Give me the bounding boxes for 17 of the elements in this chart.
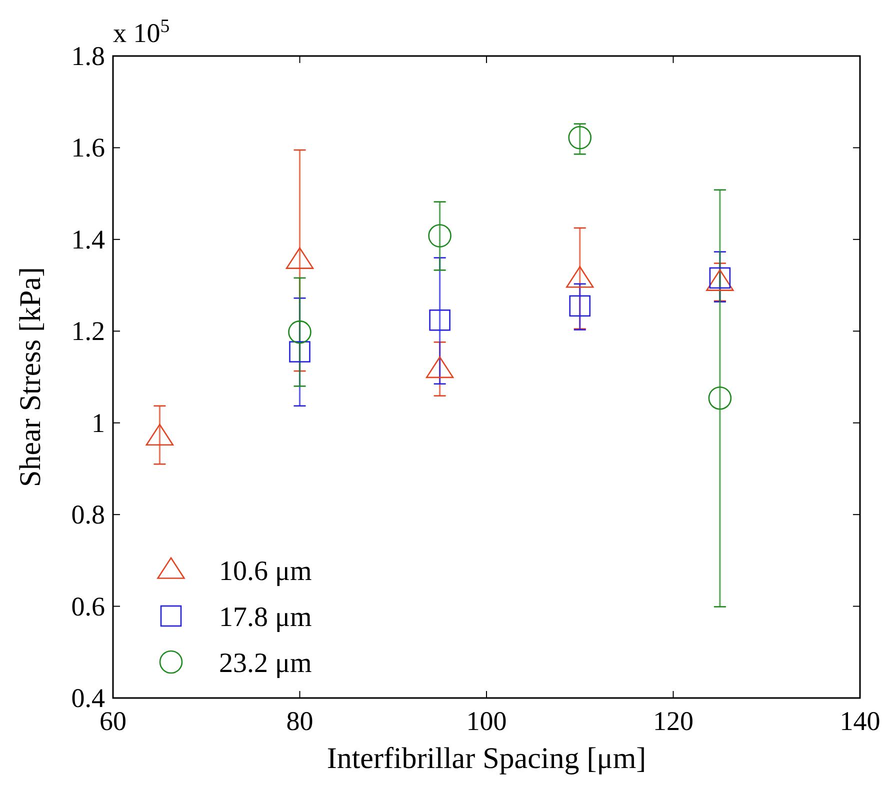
y-tick-label: 1.8 [71, 41, 105, 71]
y-tick-label: 0.8 [71, 500, 105, 530]
legend-label: 17.8 μm [219, 602, 312, 633]
y-tick-label: 0.6 [71, 591, 105, 622]
x-tick-label: 80 [286, 706, 314, 736]
legend-label: 10.6 μm [219, 556, 312, 587]
text: x 10$^{5}$ [113, 16, 170, 48]
y-tick-label: 1.2 [71, 316, 105, 346]
legend-label: 23.2 μm [219, 648, 312, 679]
x-axis-title: Interfibrillar Spacing [μm] [326, 742, 646, 775]
y-tick-label: 1 [92, 408, 105, 438]
y-tick-label: 1.6 [71, 132, 105, 163]
y-axis-title: Shear Stress [kPa] [14, 267, 47, 487]
x-tick-label: 100 [466, 706, 507, 736]
x-tick-label: 120 [653, 706, 694, 736]
y-tick-label: 1.4 [71, 224, 106, 254]
x-tick-label: 140 [840, 706, 880, 736]
